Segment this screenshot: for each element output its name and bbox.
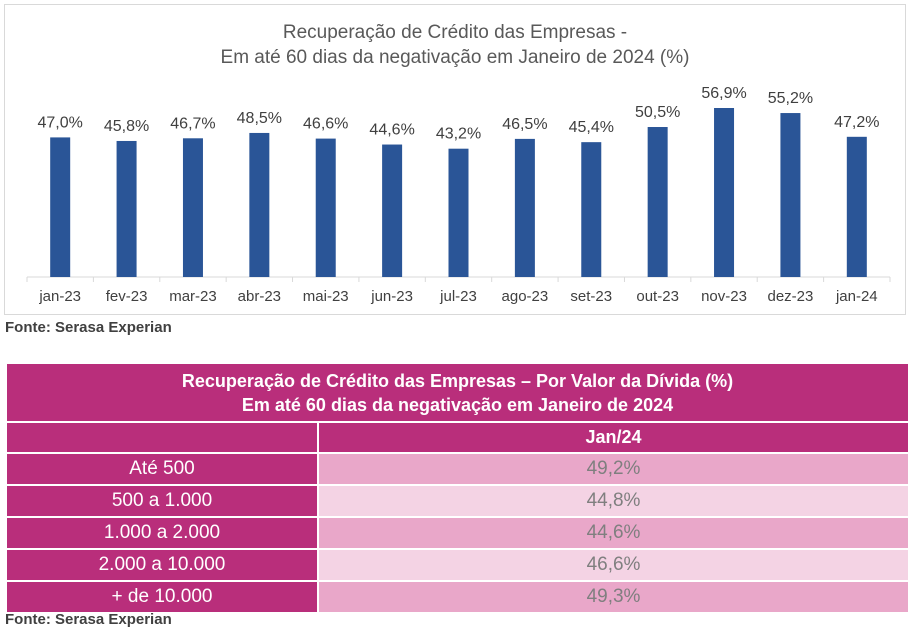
chart-plot: 47,0% jan-23 45,8% fev-23 46,7% mar-23 48,5% ab… [26, 85, 891, 305]
bar-out-23 [647, 127, 668, 277]
bar-mai-23 [315, 138, 336, 277]
x-tick-label-jun-23: jun-23 [370, 288, 413, 305]
x-tick-label-out-23: out-23 [636, 288, 679, 305]
data-label-jun-23: 44,6% [369, 122, 414, 139]
row-label: Até 500 [5, 452, 319, 486]
bar-abr-23 [249, 132, 270, 277]
data-label-mai-23: 46,6% [303, 116, 348, 133]
bar-jan-23 [50, 137, 71, 277]
bar-chart: Recuperação de Crédito das Empresas - Em… [4, 4, 906, 315]
chart-source: Fonte: Serasa Experian [5, 319, 172, 336]
table-row: 1.000 a 2.000 44,6% [5, 516, 909, 550]
row-value: 46,6% [316, 548, 909, 582]
bar-jan-24 [846, 136, 867, 277]
x-tick-label-jan-24: jan-24 [835, 288, 878, 305]
data-label-ago-23: 46,5% [502, 116, 547, 133]
table-corner-cell [5, 421, 319, 454]
bar-jul-23 [448, 148, 469, 277]
x-tick-label-abr-23: abr-23 [238, 288, 281, 305]
row-value: 49,3% [316, 580, 909, 614]
bar-ago-23 [514, 138, 535, 277]
bar-nov-23 [714, 108, 735, 277]
table-title-line1: Recuperação de Crédito das Empresas – Po… [181, 370, 734, 391]
row-value: 44,6% [316, 516, 909, 550]
bar-jun-23 [382, 144, 403, 277]
x-tick-label-nov-23: nov-23 [701, 288, 747, 305]
data-label-dez-23: 55,2% [768, 90, 813, 107]
x-tick-label-fev-23: fev-23 [106, 288, 148, 305]
data-label-jul-23: 43,2% [436, 126, 481, 143]
row-label: 2.000 a 10.000 [5, 548, 319, 582]
chart-title-line1: Recuperação de Crédito das Empresas - [282, 22, 628, 43]
x-tick-label-ago-23: ago-23 [502, 288, 549, 305]
chart-title-line2: Em até 60 dias da negativação em Janeiro… [220, 47, 690, 68]
data-label-jan-23: 47,0% [38, 114, 83, 131]
row-label: 500 a 1.000 [5, 484, 319, 518]
x-tick-label-dez-23: dez-23 [767, 288, 813, 305]
data-label-nov-23: 56,9% [701, 85, 746, 102]
data-label-out-23: 50,5% [635, 104, 680, 121]
table-title: Recuperação de Crédito das Empresas – Po… [4, 362, 909, 423]
data-label-jan-24: 47,2% [834, 114, 879, 131]
row-value: 44,8% [316, 484, 909, 518]
x-tick-label-jan-23: jan-23 [38, 288, 81, 305]
bar-fev-23 [116, 140, 137, 277]
data-label-abr-23: 48,5% [237, 110, 282, 127]
data-label-fev-23: 45,8% [104, 118, 149, 135]
table-row: 2.000 a 10.000 46,6% [5, 548, 909, 582]
table-row: + de 10.000 49,3% [5, 580, 909, 614]
x-tick-label-mar-23: mar-23 [169, 288, 217, 305]
debt-value-table: Recuperação de Crédito das Empresas – Po… [4, 362, 909, 614]
row-label: + de 10.000 [5, 580, 319, 614]
x-tick-label-jul-23: jul-23 [439, 288, 477, 305]
bar-dez-23 [780, 113, 801, 277]
table-source: Fonte: Serasa Experian [5, 611, 172, 628]
table-row: Até 500 49,2% [5, 452, 909, 486]
table-column-header: Jan/24 [316, 421, 909, 454]
row-label: 1.000 a 2.000 [5, 516, 319, 550]
bar-mar-23 [182, 138, 203, 277]
table-title-line2: Em até 60 dias da negativação em Janeiro… [241, 394, 674, 415]
x-tick-label-mai-23: mai-23 [303, 288, 349, 305]
chart-title: Recuperação de Crédito das Empresas - Em… [5, 20, 905, 70]
row-value: 49,2% [316, 452, 909, 486]
x-tick-label-set-23: set-23 [570, 288, 612, 305]
data-label-set-23: 45,4% [569, 119, 614, 136]
data-label-mar-23: 46,7% [170, 115, 215, 132]
bar-set-23 [581, 142, 602, 277]
table-row: 500 a 1.000 44,8% [5, 484, 909, 518]
